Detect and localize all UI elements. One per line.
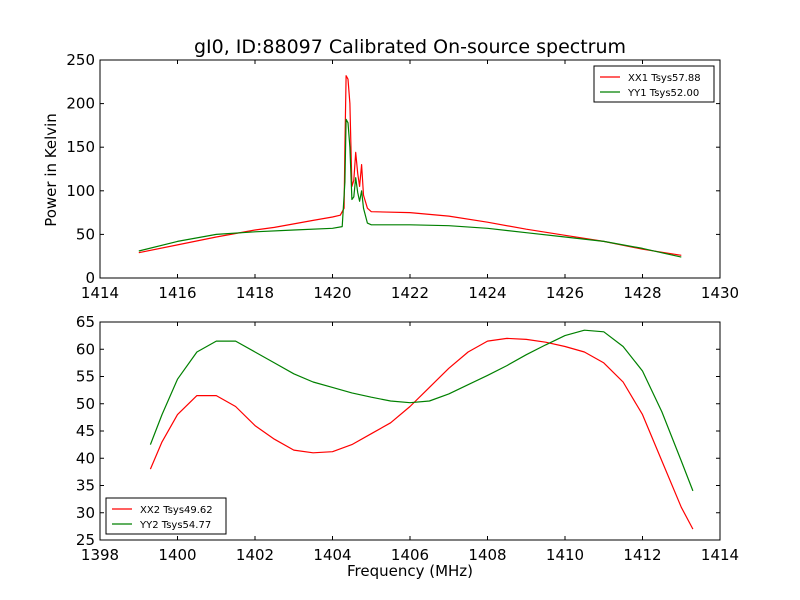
top-y-tick-label: 50 bbox=[76, 225, 95, 243]
top-legend-box bbox=[593, 65, 715, 103]
top-x-tick-label: 1416 bbox=[158, 284, 196, 302]
top-series-line-2 bbox=[138, 118, 682, 258]
chart-title: gI0, ID:88097 Calibrated On-source spect… bbox=[194, 36, 626, 58]
bottom-x-tick-label: 1404 bbox=[313, 546, 351, 564]
bottom-spectrum-panel: 1398 1400 1402 1404 1406 1408 1410 1412 1414 25 30… bbox=[76, 313, 739, 564]
top-legend-label-1: XX1 Tsys57.88 bbox=[628, 73, 701, 84]
top-legend-label-2: YY1 Tsys52.00 bbox=[627, 88, 699, 99]
bottom-x-tick-label: 1400 bbox=[158, 546, 196, 564]
top-x-tick-label: 1422 bbox=[391, 284, 429, 302]
top-x-tick-label: 1414 bbox=[81, 284, 119, 302]
bottom-y-tick-label: 30 bbox=[76, 504, 95, 522]
bottom-y-tick-label: 55 bbox=[76, 368, 95, 386]
bottom-series-line-1 bbox=[149, 337, 694, 530]
bottom-y-tick-label: 25 bbox=[76, 531, 95, 549]
top-y-tick-label: 150 bbox=[66, 138, 95, 156]
bottom-x-tick-label: 1402 bbox=[236, 546, 274, 564]
bottom-x-tick-label: 1412 bbox=[623, 546, 661, 564]
bottom-series-line-2 bbox=[149, 329, 694, 492]
top-y-tick-label: 250 bbox=[66, 51, 95, 69]
bottom-legend-label-1: XX2 Tsys49.62 bbox=[140, 505, 213, 516]
bottom-x-tick-label: 1398 bbox=[81, 546, 119, 564]
top-y-tick-label: 0 bbox=[85, 269, 95, 287]
top-spectrum-panel: 1414 1416 1418 1420 1422 1424 1426 1428 1430 0 50 1… bbox=[66, 51, 739, 302]
top-x-tick-label: 1418 bbox=[236, 284, 274, 302]
bottom-y-tick-label: 40 bbox=[76, 449, 95, 467]
bottom-y-tick-label: 50 bbox=[76, 395, 95, 413]
top-y-tick-label: 100 bbox=[66, 182, 95, 200]
bottom-legend-label-2: YY2 Tsys54.77 bbox=[139, 520, 211, 531]
top-y-tick-label: 200 bbox=[66, 95, 95, 113]
bottom-x-tick-label: 1408 bbox=[468, 546, 506, 564]
top-series-line-1 bbox=[138, 75, 682, 256]
bottom-x-axis-label: Frequency (MHz) bbox=[347, 562, 473, 580]
bottom-legend-box bbox=[105, 497, 227, 535]
top-y-axis-label: Power in Kelvin bbox=[42, 113, 60, 227]
bottom-x-tick-label: 1410 bbox=[546, 546, 584, 564]
top-x-tick-label: 1420 bbox=[313, 284, 351, 302]
top-x-tick-label: 1428 bbox=[623, 284, 661, 302]
top-x-tick-label: 1424 bbox=[468, 284, 506, 302]
bottom-x-tick-label: 1406 bbox=[391, 546, 429, 564]
top-x-tick-label: 1426 bbox=[546, 284, 584, 302]
top-x-tick-label: 1430 bbox=[701, 284, 739, 302]
bottom-y-tick-label: 60 bbox=[76, 340, 95, 358]
bottom-y-tick-label: 35 bbox=[76, 477, 95, 495]
bottom-x-tick-label: 1414 bbox=[701, 546, 739, 564]
bottom-y-tick-label: 45 bbox=[76, 422, 95, 440]
bottom-y-tick-label: 65 bbox=[76, 313, 95, 331]
